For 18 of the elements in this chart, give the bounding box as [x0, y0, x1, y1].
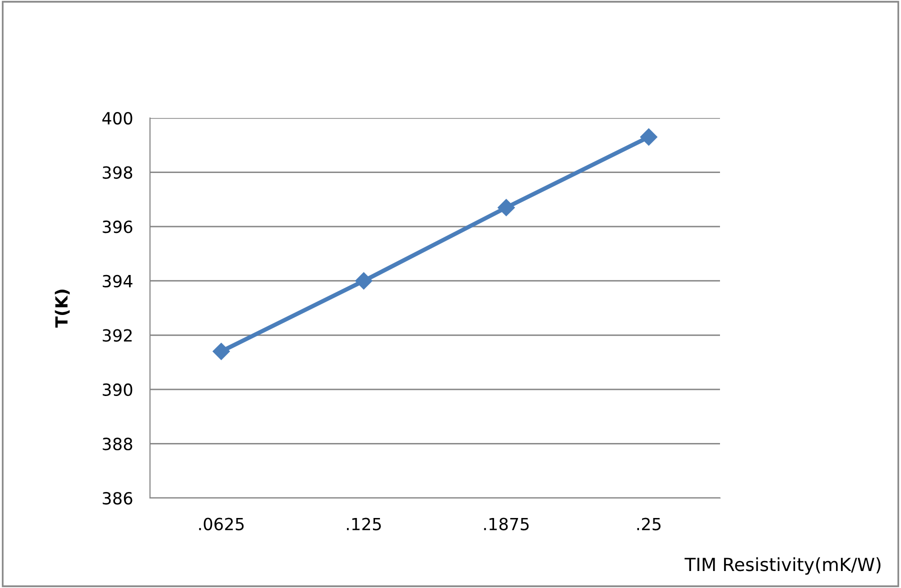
x-tick-label: .0625	[199, 518, 244, 530]
y-tick-label: 386	[102, 492, 132, 505]
y-tick-label: 388	[102, 438, 132, 450]
x-tick-label: .1875	[484, 518, 529, 530]
x-tick-label: .125	[346, 518, 381, 530]
y-tick-label: 398	[102, 166, 132, 179]
y-tick-label: 396	[102, 220, 132, 234]
y-tick-label: 390	[102, 383, 132, 396]
y-tick-label: 394	[102, 274, 132, 288]
point	[212, 342, 230, 360]
y-tick-label: 392	[102, 329, 132, 342]
x-axis-title: TIM Resistivity(mK/W)	[684, 557, 880, 575]
y-axis-title: T(K)	[54, 290, 70, 328]
point	[355, 272, 372, 290]
x-tick-label: .25	[637, 518, 661, 530]
point	[498, 199, 515, 216]
y-tick-label: 400	[102, 112, 132, 125]
point	[640, 128, 658, 146]
